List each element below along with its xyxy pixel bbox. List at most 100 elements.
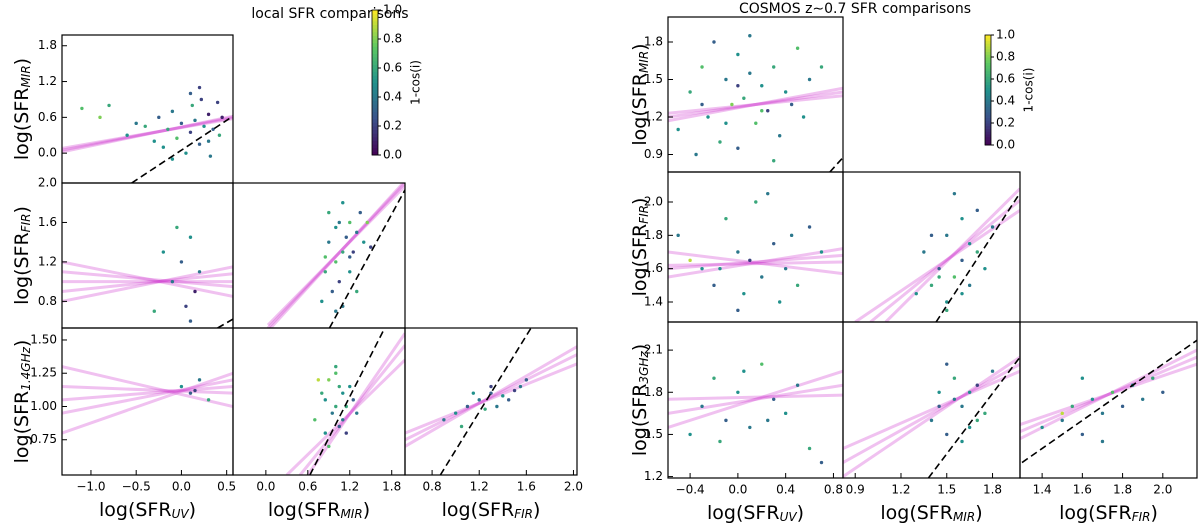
y-axis-label-part: ) (629, 198, 651, 205)
scatter-point (929, 283, 934, 288)
scatter-point (937, 275, 941, 279)
colorbar-segment (372, 49, 378, 54)
scatter-point (789, 102, 794, 107)
scatter-point (960, 439, 964, 444)
colorbar-segment (372, 39, 378, 44)
colorbar-segment (372, 129, 378, 134)
fit-line (62, 385, 233, 395)
fit-line (62, 260, 233, 298)
scatter-point (945, 432, 949, 437)
scatter-point (724, 216, 728, 221)
y-tick-label: 1.50 (30, 332, 57, 346)
scatter-point (330, 289, 334, 294)
colorbar-segment (372, 118, 378, 123)
x-axis-label-part: log(SFR (880, 502, 953, 524)
x-axis-label-part: log(SFR (99, 499, 172, 521)
scatter-point (929, 418, 934, 423)
scatter-point (990, 225, 995, 229)
colorbar-segment (985, 92, 991, 96)
x-tick-label: 1.8 (1113, 483, 1132, 497)
scatter-point (327, 210, 331, 215)
reference-line (217, 318, 233, 328)
fit-line (1020, 362, 1197, 427)
scatter-point (718, 439, 722, 444)
y-axis-label: log(SFRMIR) (11, 58, 33, 160)
scatter-point (700, 65, 704, 69)
scatter-point (125, 133, 129, 137)
scatter-point (190, 103, 194, 108)
colorbar-segment (985, 114, 991, 118)
fit-line (668, 369, 843, 429)
scatter-point (134, 121, 138, 126)
scatter-point (337, 220, 341, 225)
panel (854, 187, 1020, 322)
colorbar-segment (372, 122, 378, 127)
scatter-point (215, 100, 220, 105)
colorbar-segment (985, 120, 991, 124)
x-tick-label: 0.8 (423, 480, 442, 494)
scatter-point (489, 391, 493, 395)
colorbar-segment (985, 128, 991, 132)
colorbar-segment (985, 48, 991, 52)
scatter-point (688, 258, 692, 263)
fit-line (62, 114, 233, 154)
x-tick-label: 0.0 (172, 480, 191, 494)
x-tick-label: 1.2 (340, 480, 359, 494)
x-tick-label: 0.8 (824, 483, 843, 497)
scatter-point (188, 319, 193, 323)
colorbar-segment (372, 93, 378, 98)
scatter-point (188, 130, 193, 134)
colorbar-segment (372, 100, 378, 105)
y-axis-label-part: FIR (637, 205, 651, 224)
scatter-point (355, 411, 359, 415)
y-tick-label: 2.0 (644, 195, 663, 209)
scatter-point (334, 309, 338, 313)
panel (266, 183, 405, 328)
scatter-point (975, 383, 979, 387)
scatter-point (477, 398, 481, 402)
scatter-point (736, 146, 740, 150)
panel-frame (232, 182, 406, 329)
scatter-point (952, 397, 957, 401)
scatter-point (783, 90, 788, 94)
scatter-point (694, 152, 698, 157)
y-tick-label: 1.8 (38, 38, 57, 52)
fit-line (843, 369, 1020, 450)
colorbar-tick-label: 1.0 (383, 3, 402, 17)
colorbar-tick-label: 0.6 (996, 72, 1015, 86)
scatter-point (1090, 397, 1095, 401)
fit-line (285, 358, 405, 475)
scatter-point (967, 425, 972, 430)
scatter-point (188, 391, 193, 395)
scatter-point (348, 220, 352, 225)
scatter-point (937, 266, 941, 271)
colorbar-segment (985, 131, 991, 135)
y-axis-label-part: log(SFR (629, 73, 651, 146)
scatter-point (712, 376, 716, 380)
scatter-point (760, 109, 764, 113)
fit-line (62, 270, 233, 289)
x-axis-label: log(SFRMIR) (268, 499, 370, 521)
scatter-point (937, 404, 941, 409)
scatter-point (718, 140, 722, 144)
y-axis-label-part: log(SFR (11, 232, 33, 305)
colorbar-label: 1-cos(i) (409, 60, 423, 105)
scatter-point (175, 225, 179, 230)
scatter-point (323, 431, 327, 435)
scatter-point (316, 378, 321, 382)
scatter-point (1151, 376, 1155, 380)
x-axis-label-part: UV (172, 507, 190, 521)
colorbar-tick-label: 0.4 (383, 90, 402, 104)
scatter-point (819, 460, 824, 465)
fit-line (62, 385, 233, 402)
y-tick-label: 0.8 (38, 294, 57, 308)
fit-line (668, 260, 843, 267)
scatter-point (688, 432, 692, 437)
colorbar-segment (372, 13, 378, 18)
colorbar-frame (371, 9, 379, 156)
fit-line (884, 187, 1020, 322)
y-axis-label-part: 1.4GHz (19, 346, 33, 390)
scatter-point (193, 289, 197, 294)
x-axis-label-part: FIR (1132, 510, 1151, 524)
fit-line (268, 183, 405, 328)
